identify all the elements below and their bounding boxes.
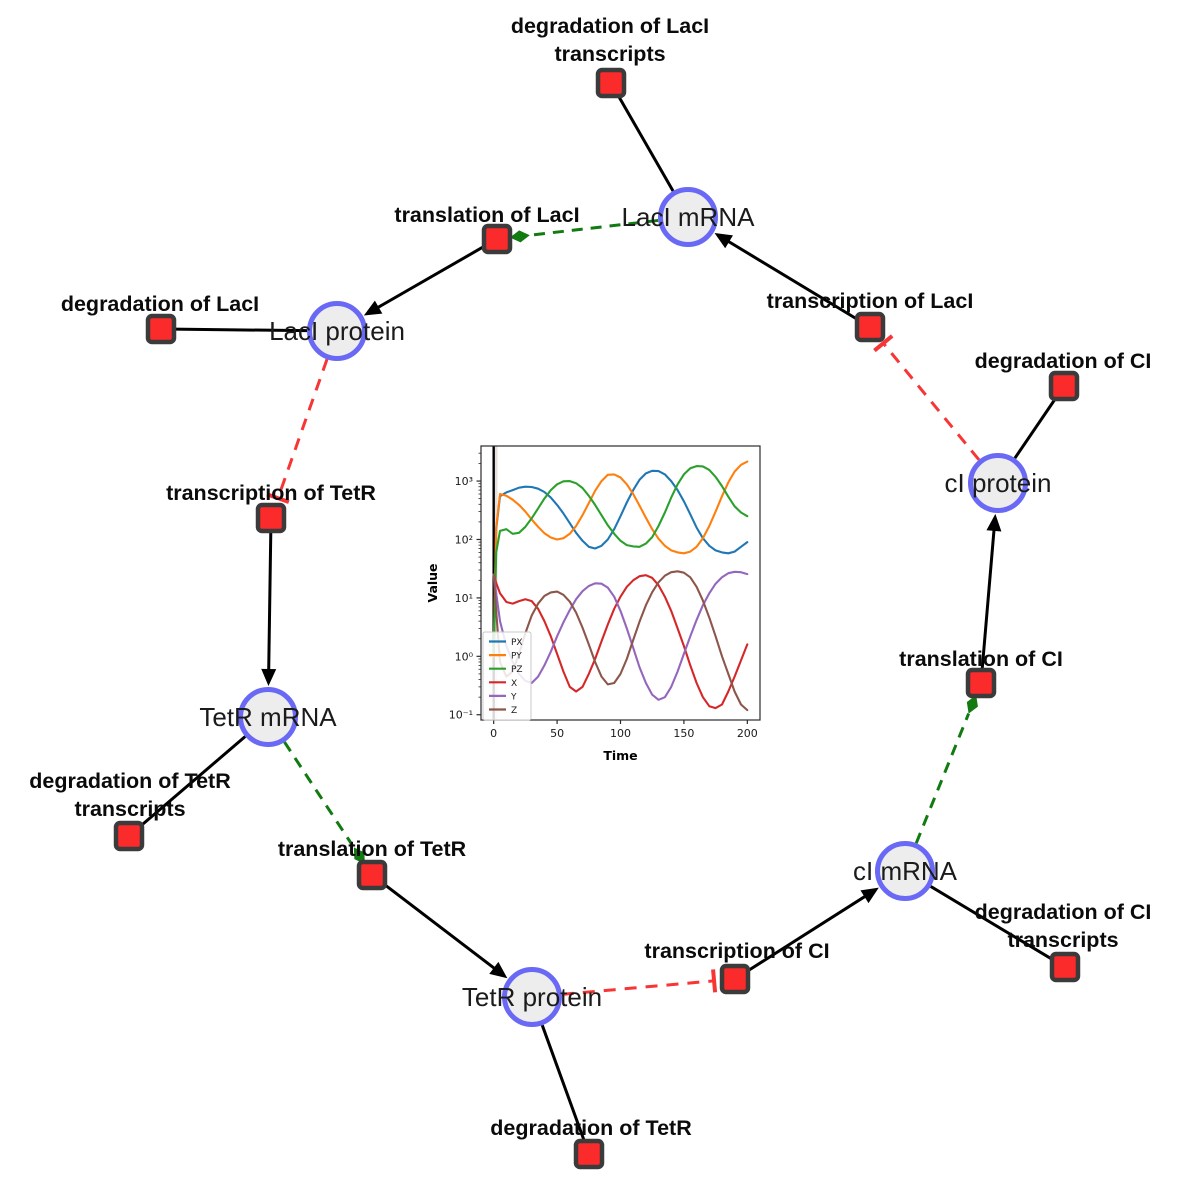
- species-label-ci-protein: cI protein: [945, 468, 1052, 498]
- species-node-ci-mrna[interactable]: [875, 841, 935, 901]
- reaction-label-translation-tetr: translation of TetR: [278, 837, 467, 861]
- edges-layer: [137, 93, 1058, 1143]
- edge-reactant-laci-protein-to-deg-laci: [173, 327, 308, 333]
- reaction-node-translation-ci[interactable]: [965, 667, 997, 699]
- legend-box: [482, 631, 532, 721]
- species-node-laci-mrna[interactable]: [658, 187, 718, 247]
- reaction-node-deg-ci[interactable]: [1048, 370, 1080, 402]
- reaction-label-transcription-laci: transcription of LacI: [767, 289, 974, 313]
- y-tick-label--1: 10⁻¹: [449, 709, 473, 722]
- reaction-node-deg-laci[interactable]: [145, 313, 177, 345]
- species-label-tetr-protein: TetR protein: [462, 982, 602, 1012]
- timecourse-inset-chart: 0 50 100 150 200 10⁻¹ 10⁰ 10¹ 10² 10³ Time Value PX P…: [425, 436, 770, 768]
- species-node-laci-protein[interactable]: [307, 301, 367, 361]
- reaction-label-deg-ci-transcripts-line2: transcripts: [1007, 928, 1118, 952]
- reaction-label-deg-ci: degradation of CI: [975, 349, 1152, 373]
- labels-layer: degradation of LacI transcripts translatio…: [29, 14, 1151, 1140]
- edge-reactant-laci-mrna-to-deg-laci-transcripts: [616, 93, 675, 192]
- reaction-label-translation-ci: translation of CI: [899, 647, 1063, 671]
- reaction-label-transcription-tetr: transcription of TetR: [166, 481, 376, 505]
- species-label-tetr-mrna: TetR mRNA: [199, 702, 337, 732]
- series-line-PX: [492, 469, 749, 658]
- reaction-label-deg-ci-transcripts-line1: degradation of CI: [975, 900, 1152, 924]
- legend-entry-X: X: [511, 679, 517, 689]
- edge-product-transcription-laci-to-laci-mrna: [714, 233, 860, 322]
- edge-reactant-ci-protein-to-deg-ci: [1013, 395, 1058, 460]
- reaction-node-deg-laci-transcripts[interactable]: [595, 67, 627, 99]
- species-label-ci-mrna: cI mRNA: [853, 856, 958, 886]
- legend-entry-PZ: PZ: [511, 665, 523, 675]
- legend-entry-PX: PX: [511, 638, 523, 648]
- reaction-label-deg-tetr-transcripts-line1: degradation of TetR: [29, 769, 231, 793]
- x-axis-label: Time: [603, 748, 637, 763]
- nodes-layer: [113, 67, 1081, 1170]
- y-tick-label-1: 10¹: [455, 592, 473, 605]
- species-label-laci-protein: LacI protein: [269, 316, 405, 346]
- edge-product-transcription-ci-to-ci-mrna: [745, 887, 879, 974]
- edge-product-translation-laci-to-laci-protein: [363, 244, 487, 316]
- axis-ticks: 0 50 100 150 200 10⁻¹ 10⁰ 10¹ 10² 10³: [449, 452, 758, 740]
- reaction-label-deg-laci-transcripts-line1: degradation of LacI: [511, 14, 709, 38]
- reaction-label-deg-laci: degradation of LacI: [61, 292, 259, 316]
- reaction-node-transcription-ci[interactable]: [719, 963, 751, 995]
- x-tick-label-100: 100: [610, 727, 631, 740]
- reaction-node-deg-ci-transcripts[interactable]: [1049, 951, 1081, 983]
- series-line-Z: [492, 570, 749, 712]
- reaction-node-translation-tetr[interactable]: [356, 859, 388, 891]
- series-layer: [492, 460, 749, 712]
- x-tick-label-200: 200: [737, 727, 758, 740]
- timecourse-plot: 0 50 100 150 20010⁻¹10⁰10¹10²10³TimeValuePXP…: [425, 436, 770, 768]
- species-node-tetr-mrna[interactable]: [238, 687, 298, 747]
- y-tick-label-2: 10²: [455, 533, 473, 546]
- edge-inhibitor-laci-protein-to-transcription-tetr: [266, 358, 329, 504]
- edge-reactant-tetr-protein-to-deg-tetr: [540, 1024, 586, 1143]
- reaction-label-transcription-ci: transcription of CI: [644, 939, 829, 963]
- reaction-node-deg-tetr-transcripts[interactable]: [113, 820, 145, 852]
- edge-modifier-ci-mrna-to-translation-ci: [914, 695, 978, 844]
- y-axis-label: Value: [425, 563, 440, 602]
- y-tick-label-3: 10³: [455, 475, 473, 488]
- edge-reactant-ci-mrna-to-deg-ci-transcripts: [929, 885, 1055, 962]
- x-tick-label-150: 150: [673, 727, 694, 740]
- y-tick-label-0: 10⁰: [455, 650, 474, 663]
- edge-modifier-laci-mrna-to-translation-laci: [509, 218, 659, 243]
- species-label-laci-mrna: LacI mRNA: [622, 202, 756, 232]
- edge-inhibitor-tetr-protein-to-transcription-ci: [561, 969, 718, 996]
- reaction-label-deg-tetr: degradation of TetR: [490, 1116, 692, 1140]
- series-line-PZ: [492, 465, 749, 658]
- reaction-node-transcription-laci[interactable]: [854, 311, 886, 343]
- edge-product-translation-tetr-to-tetr-protein: [381, 881, 508, 979]
- reaction-label-translation-laci: translation of LacI: [394, 203, 579, 227]
- legend-entry-Z: Z: [511, 706, 517, 716]
- reaction-label-deg-tetr-transcripts-line2: transcripts: [74, 797, 185, 821]
- reaction-label-deg-laci-transcripts-line2: transcripts: [554, 42, 665, 66]
- x-tick-label-0: 0: [490, 727, 497, 740]
- species-node-ci-protein[interactable]: [968, 453, 1028, 513]
- edge-product-transcription-tetr-to-tetr-mrna: [261, 530, 277, 687]
- legend: PX PY PZ XYZ: [482, 631, 532, 721]
- legend-entry-Y: Y: [510, 692, 517, 702]
- reaction-node-transcription-tetr[interactable]: [255, 502, 287, 534]
- edge-product-translation-ci-to-ci-protein: [980, 513, 1002, 671]
- x-tick-label-50: 50: [550, 727, 564, 740]
- reaction-node-translation-laci[interactable]: [481, 223, 513, 255]
- reaction-node-deg-tetr[interactable]: [573, 1138, 605, 1170]
- edge-reactant-tetr-mrna-to-deg-tetr-transcripts: [137, 735, 247, 829]
- species-node-tetr-protein[interactable]: [502, 967, 562, 1027]
- legend-entry-PY: PY: [511, 652, 522, 662]
- edge-inhibitor-ci-protein-to-transcription-laci: [873, 334, 981, 461]
